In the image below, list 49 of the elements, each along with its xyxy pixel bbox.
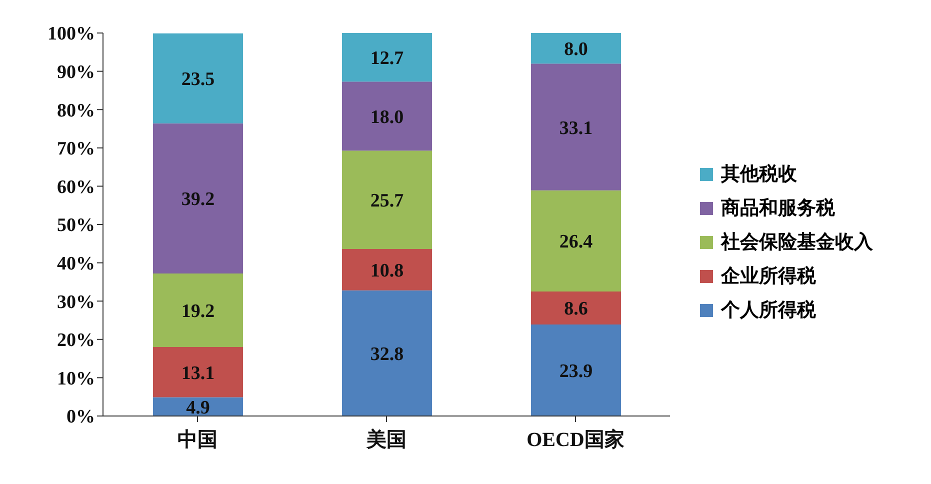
y-tick-label: 100% — [48, 24, 95, 45]
data-label: 32.8 — [370, 344, 404, 365]
data-label: 13.1 — [181, 362, 215, 384]
y-tick-label: 50% — [57, 215, 95, 236]
x-tick-label: 美国 — [366, 428, 406, 452]
y-tick-label: 20% — [57, 330, 95, 352]
bar — [531, 64, 621, 190]
legend-label: 其他税收 — [721, 162, 797, 187]
data-label: 23.9 — [559, 360, 593, 382]
bar — [153, 123, 243, 274]
data-label: 8.0 — [564, 39, 588, 60]
data-label: 10.8 — [370, 260, 404, 282]
y-tick-label: 60% — [57, 176, 95, 198]
data-label: 25.7 — [370, 190, 404, 212]
y-tick-label: 0% — [66, 406, 95, 428]
data-label: 39.2 — [181, 189, 215, 210]
bar — [531, 190, 621, 292]
y-tick-label: 30% — [57, 292, 95, 313]
y-tick-label: 40% — [57, 254, 95, 275]
bar — [153, 347, 243, 398]
bar — [531, 292, 621, 324]
legend-label: 企业所得税 — [721, 264, 816, 289]
bar — [153, 274, 243, 348]
bar — [342, 33, 432, 82]
bar — [531, 33, 621, 64]
bar — [153, 33, 243, 124]
data-label: 12.7 — [370, 48, 404, 70]
bar — [342, 150, 432, 250]
y-tick-label: 70% — [57, 138, 95, 160]
data-label: 26.4 — [559, 232, 594, 253]
legend-label: 社会保险基金收入 — [721, 230, 873, 255]
data-label: 4.9 — [186, 397, 210, 418]
x-tick-label: OECD国家 — [526, 428, 624, 452]
y-tick-label: 10% — [57, 368, 95, 390]
data-label: 33.1 — [559, 118, 593, 139]
legend-label: 商品和服务税 — [721, 196, 835, 221]
y-tick-label: 90% — [57, 62, 95, 84]
data-label: 18.0 — [370, 106, 404, 128]
data-label: 8.6 — [564, 298, 588, 320]
bar — [342, 82, 432, 151]
bar — [153, 397, 243, 416]
y-tick-label: 80% — [57, 100, 95, 122]
data-label: 19.2 — [181, 301, 215, 322]
bar — [342, 290, 432, 416]
bar — [342, 249, 432, 290]
bar — [531, 324, 621, 416]
x-tick-label: 中国 — [178, 429, 218, 452]
data-label: 23.5 — [181, 69, 215, 90]
legend-label: 个人所得税 — [721, 298, 816, 323]
